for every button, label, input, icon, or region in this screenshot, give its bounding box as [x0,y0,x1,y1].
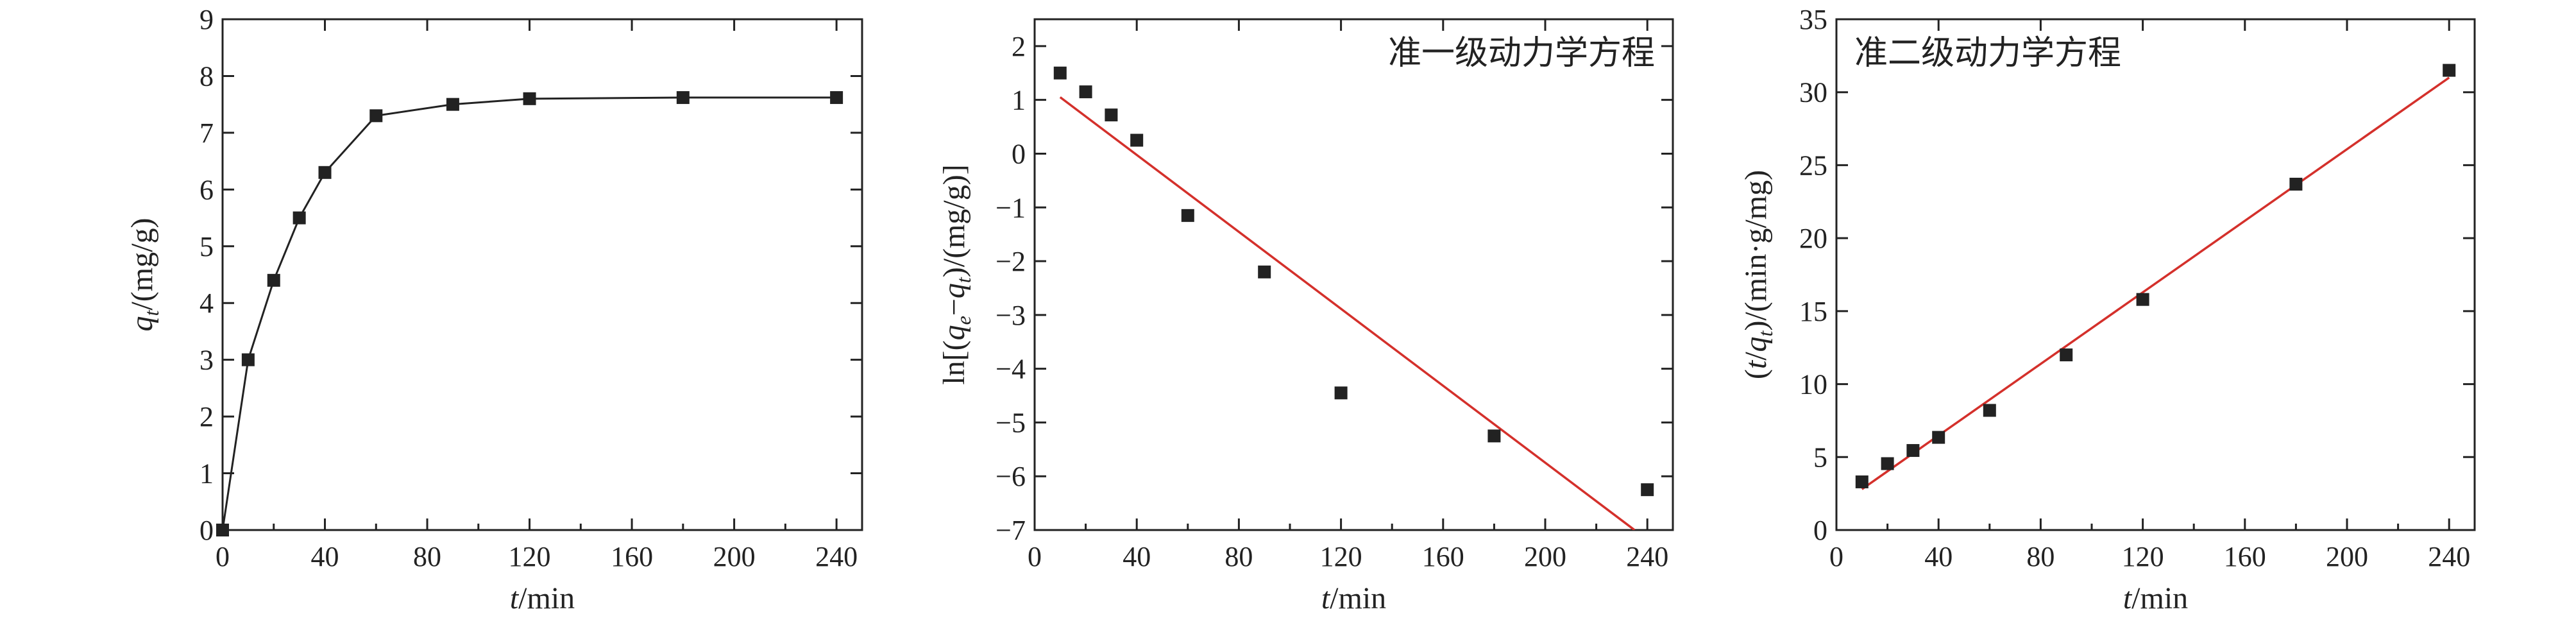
y-tick-label: 0 [199,515,214,546]
x-tick-label: 240 [2428,541,2470,572]
data-point [318,166,332,179]
data-point [1983,404,1996,417]
x-tick-label: 120 [1320,541,1362,572]
panel-title: 准二级动力学方程 [1854,35,2121,72]
y-tick-label: 5 [1813,441,1827,473]
x-tick-label: 40 [1924,541,1953,572]
y-tick-label: 3 [199,345,214,376]
y-tick-label: 30 [1799,77,1827,108]
data-point [1130,133,1144,147]
y-tick-label: 1 [199,458,214,490]
y-tick-label: −4 [996,354,1026,385]
x-tick-label: 0 [1028,541,1042,572]
data-point [267,273,280,287]
y-tick-label: 5 [199,231,214,262]
x-tick-label: 160 [1422,541,1464,572]
series-line [221,96,837,531]
data-point [1881,457,1894,470]
y-tick-label: 10 [1799,369,1827,400]
data-point [1487,429,1501,443]
data-point [1258,265,1271,278]
chart-panel-pseudo-first-order: 0 40 80 120 160 200 240 −7 −6 −5 −4 −3 −2 −1 0 1 2 t/min l… [937,18,1674,615]
y-axis-title: (t/qt)/(min·g/mg) [1739,170,1777,379]
y-tick-label: 35 [1799,4,1827,35]
x-tick-label: 160 [2224,541,2266,572]
data-point [2060,348,2073,362]
fit-line [1059,96,1636,530]
y-tick-label: 25 [1799,150,1827,181]
y-tick-label: 9 [199,4,214,35]
x-tick-label: 200 [2326,541,2368,572]
x-tick-label: 0 [1829,541,1843,572]
data-point [1105,108,1118,122]
y-tick-label: −5 [996,407,1026,438]
x-axis-title: t/min [1321,581,1386,615]
x-axis-title: t/min [2123,581,2188,615]
x-tick-label: 80 [1224,541,1253,572]
x-tick-label: 80 [413,541,441,572]
data-point [1053,66,1067,80]
data-point [676,91,690,105]
panel-title: 准一级动力学方程 [1388,35,1655,72]
data-point [1855,475,1868,488]
data-point [446,98,459,111]
x-tick-label: 200 [713,541,756,572]
y-tick-label: 0 [1012,138,1026,169]
data-point [1334,386,1348,400]
x-tick-label: 80 [2026,541,2055,572]
data-point [830,91,843,105]
plot-frame [221,18,863,531]
y-tick-label: −1 [996,192,1026,223]
x-axis-title: t/min [510,581,575,615]
chart-panel-pseudo-second-order: 0 40 80 120 160 200 240 0 5 10 15 20 25 30 35 t/min (t/q… [1739,4,2476,615]
x-tick-label: 240 [1626,541,1668,572]
y-tick-label: −7 [996,515,1026,546]
y-tick-label: 6 [199,174,214,205]
x-tick-label: 120 [509,541,551,572]
chart-panel-qt-vs-time: 0 40 80 120 160 200 240 0 1 2 3 4 5 6 7 8 9 t/min qt/(mg/g… [125,4,863,615]
plot-frame [1835,18,2476,531]
plot-frame [1033,18,1674,531]
data-point [292,211,306,225]
y-tick-label: 20 [1799,223,1827,254]
data-point [523,92,536,105]
x-tick-label: 160 [611,541,653,572]
data-point [1932,431,1945,444]
data-point [369,109,383,123]
y-tick-label: 1 [1012,85,1026,116]
data-point [216,524,229,536]
y-axis-title: ln[(qe−qt)/(mg/g)] [937,164,975,384]
x-tick-label: 120 [2122,541,2164,572]
x-tick-label: 0 [216,541,230,572]
y-tick-label: 2 [199,401,214,432]
data-point [2136,293,2149,306]
y-tick-label: 2 [1012,31,1026,62]
y-tick-label: 7 [199,117,214,149]
y-tick-label: 15 [1799,296,1827,327]
y-axis-title: qt/(mg/g) [125,218,163,332]
data-point [1181,209,1194,222]
y-tick-label: −6 [996,461,1026,492]
data-point [1906,444,1920,458]
x-tick-label: 200 [1524,541,1566,572]
y-tick-label: −3 [996,300,1026,331]
fit-line [1861,76,2450,490]
y-tick-label: 4 [199,287,214,319]
y-tick-label: 8 [199,60,214,92]
x-tick-label: 240 [815,541,858,572]
y-tick-label: −2 [996,246,1026,277]
data-point [241,353,255,366]
x-tick-label: 40 [311,541,339,572]
y-tick-label: 0 [1813,515,1827,546]
data-point [2443,64,2456,77]
data-point [1641,483,1654,497]
data-point [2289,177,2303,191]
data-point [1079,85,1092,99]
x-tick-label: 40 [1123,541,1151,572]
